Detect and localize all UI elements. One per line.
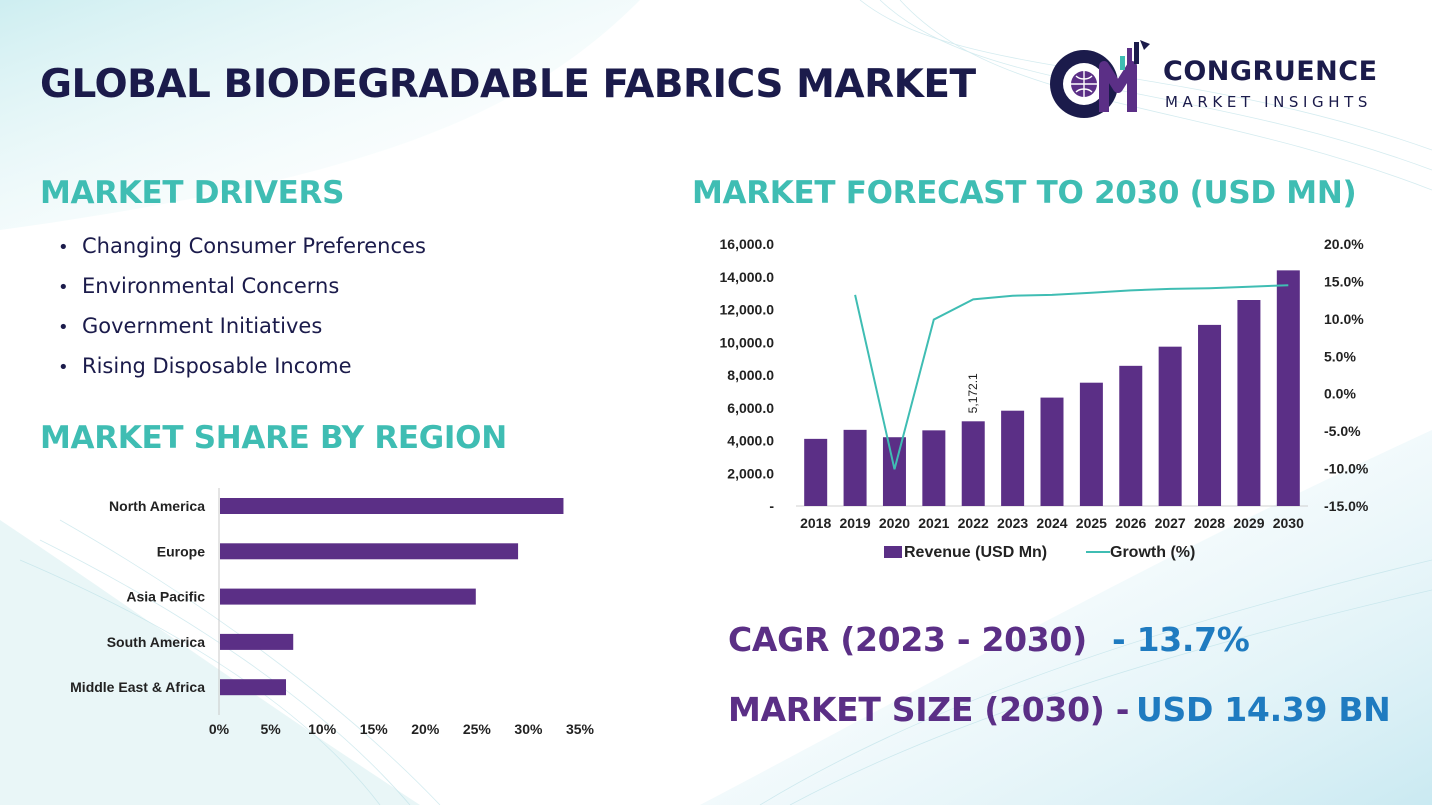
category-label: North America bbox=[109, 498, 205, 514]
x-tick-label: 2025 bbox=[1076, 515, 1107, 531]
x-tick-label: 2028 bbox=[1194, 515, 1225, 531]
y-tick-label: 12,000.0 bbox=[720, 302, 775, 318]
bullet-icon: • bbox=[58, 277, 69, 298]
x-tick-label: 30% bbox=[514, 721, 543, 737]
y-tick-label: 8,000.0 bbox=[727, 367, 774, 383]
y2-tick-label: 0.0% bbox=[1324, 386, 1356, 402]
bar-south-america bbox=[220, 633, 294, 650]
market-size-label: MARKET SIZE (2030) - bbox=[728, 690, 1130, 729]
x-tick-label: 25% bbox=[463, 721, 492, 737]
cagr-value: - 13.7% bbox=[1112, 620, 1250, 659]
revenue-bar-2024 bbox=[1040, 397, 1064, 506]
y2-tick-label: -5.0% bbox=[1324, 423, 1361, 439]
revenue-bar-2019 bbox=[843, 429, 867, 506]
bar-middle-east-africa bbox=[220, 679, 287, 696]
driver-text: Rising Disposable Income bbox=[82, 354, 352, 378]
x-tick-label: 2022 bbox=[958, 515, 989, 531]
category-label: Europe bbox=[157, 543, 205, 559]
revenue-bar-2026 bbox=[1119, 365, 1143, 506]
revenue-bar-2023 bbox=[1001, 410, 1025, 506]
x-tick-label: 2021 bbox=[918, 515, 949, 531]
y2-tick-label: -10.0% bbox=[1324, 461, 1369, 477]
legend-growth-label: Growth (%) bbox=[1110, 544, 1195, 561]
category-label: Asia Pacific bbox=[126, 589, 205, 605]
region-share-chart: North America Europe Asia Pacific South Ame… bbox=[70, 488, 595, 737]
y2-tick-label: 10.0% bbox=[1324, 311, 1364, 327]
drivers-list: • Changing Consumer Preferences • Environm… bbox=[58, 230, 426, 390]
y-tick-label: 16,000.0 bbox=[720, 236, 775, 252]
logo-subtitle: MARKET INSIGHTS bbox=[1165, 93, 1373, 111]
bar-north-america bbox=[220, 498, 564, 514]
y-tick-label: 2,000.0 bbox=[727, 465, 774, 481]
y-tick-label: 10,000.0 bbox=[720, 334, 775, 350]
list-item: • Rising Disposable Income bbox=[58, 350, 426, 390]
revenue-bar-2027 bbox=[1158, 346, 1182, 506]
bar-asia-pacific bbox=[220, 588, 476, 605]
x-tick-label: 5% bbox=[260, 721, 281, 737]
revenue-bar-2018 bbox=[804, 438, 828, 506]
region-heading: MARKET SHARE BY REGION bbox=[40, 420, 507, 456]
revenue-bar-2029 bbox=[1237, 300, 1261, 506]
x-tick-label: 2020 bbox=[879, 515, 910, 531]
x-tick-label: 2029 bbox=[1233, 515, 1264, 531]
page-title: GLOBAL BIODEGRADABLE FABRICS MARKET bbox=[40, 62, 976, 107]
x-tick-label: 2030 bbox=[1273, 515, 1304, 531]
bar-europe bbox=[220, 543, 519, 560]
data-label: 5,172.1 bbox=[966, 373, 980, 413]
list-item: • Changing Consumer Preferences bbox=[58, 230, 426, 270]
legend-revenue-label: Revenue (USD Mn) bbox=[904, 544, 1047, 561]
x-tick-label: 35% bbox=[566, 721, 595, 737]
category-label: South America bbox=[107, 634, 205, 650]
growth-line bbox=[854, 284, 1289, 470]
y-tick-label: - bbox=[769, 498, 774, 514]
cagr-label: CAGR (2023 - 2030) bbox=[728, 620, 1087, 659]
list-item: • Government Initiatives bbox=[58, 310, 426, 350]
revenue-bar-2020 bbox=[882, 437, 906, 506]
x-tick-label: 2019 bbox=[839, 515, 870, 531]
market-size-value: USD 14.39 BN bbox=[1136, 690, 1391, 729]
y2-tick-label: 5.0% bbox=[1324, 348, 1356, 364]
bullet-icon: • bbox=[58, 237, 69, 258]
x-tick-label: 0% bbox=[209, 721, 230, 737]
cm-globe-logo-icon bbox=[1050, 40, 1150, 118]
legend-revenue-swatch bbox=[884, 546, 902, 558]
y2-tick-label: 20.0% bbox=[1324, 236, 1364, 252]
driver-text: Environmental Concerns bbox=[82, 274, 340, 298]
revenue-bar-2028 bbox=[1198, 324, 1222, 506]
y-tick-label: 14,000.0 bbox=[720, 269, 775, 285]
list-item: • Environmental Concerns bbox=[58, 270, 426, 310]
x-tick-label: 10% bbox=[308, 721, 337, 737]
x-tick-label: 2018 bbox=[800, 515, 831, 531]
logo-name: CONGRUENCE bbox=[1163, 56, 1378, 87]
revenue-bar-2025 bbox=[1079, 382, 1103, 506]
bullet-icon: • bbox=[58, 357, 69, 378]
category-label: Middle East & Africa bbox=[70, 679, 205, 695]
x-tick-label: 2023 bbox=[997, 515, 1028, 531]
driver-text: Changing Consumer Preferences bbox=[82, 234, 426, 258]
x-tick-label: 20% bbox=[411, 721, 440, 737]
drivers-heading: MARKET DRIVERS bbox=[40, 175, 345, 211]
bullet-icon: • bbox=[58, 317, 69, 338]
y2-tick-label: -15.0% bbox=[1324, 498, 1369, 514]
revenue-bar-2021 bbox=[922, 430, 946, 506]
revenue-bar-2030 bbox=[1276, 270, 1300, 506]
y-tick-label: 6,000.0 bbox=[727, 400, 774, 416]
x-tick-label: 15% bbox=[360, 721, 389, 737]
forecast-chart: - 2,000.0 4,000.0 6,000.0 8,000.0 10,000.0 12,… bbox=[720, 236, 1369, 561]
x-tick-label: 2026 bbox=[1115, 515, 1146, 531]
x-tick-label: 2024 bbox=[1036, 515, 1067, 531]
y-tick-label: 4,000.0 bbox=[727, 433, 774, 449]
revenue-bar-2022 bbox=[961, 421, 985, 506]
y2-tick-label: 15.0% bbox=[1324, 273, 1364, 289]
driver-text: Government Initiatives bbox=[82, 314, 323, 338]
forecast-heading: MARKET FORECAST TO 2030 (USD MN) bbox=[692, 175, 1357, 211]
x-tick-label: 2027 bbox=[1155, 515, 1186, 531]
